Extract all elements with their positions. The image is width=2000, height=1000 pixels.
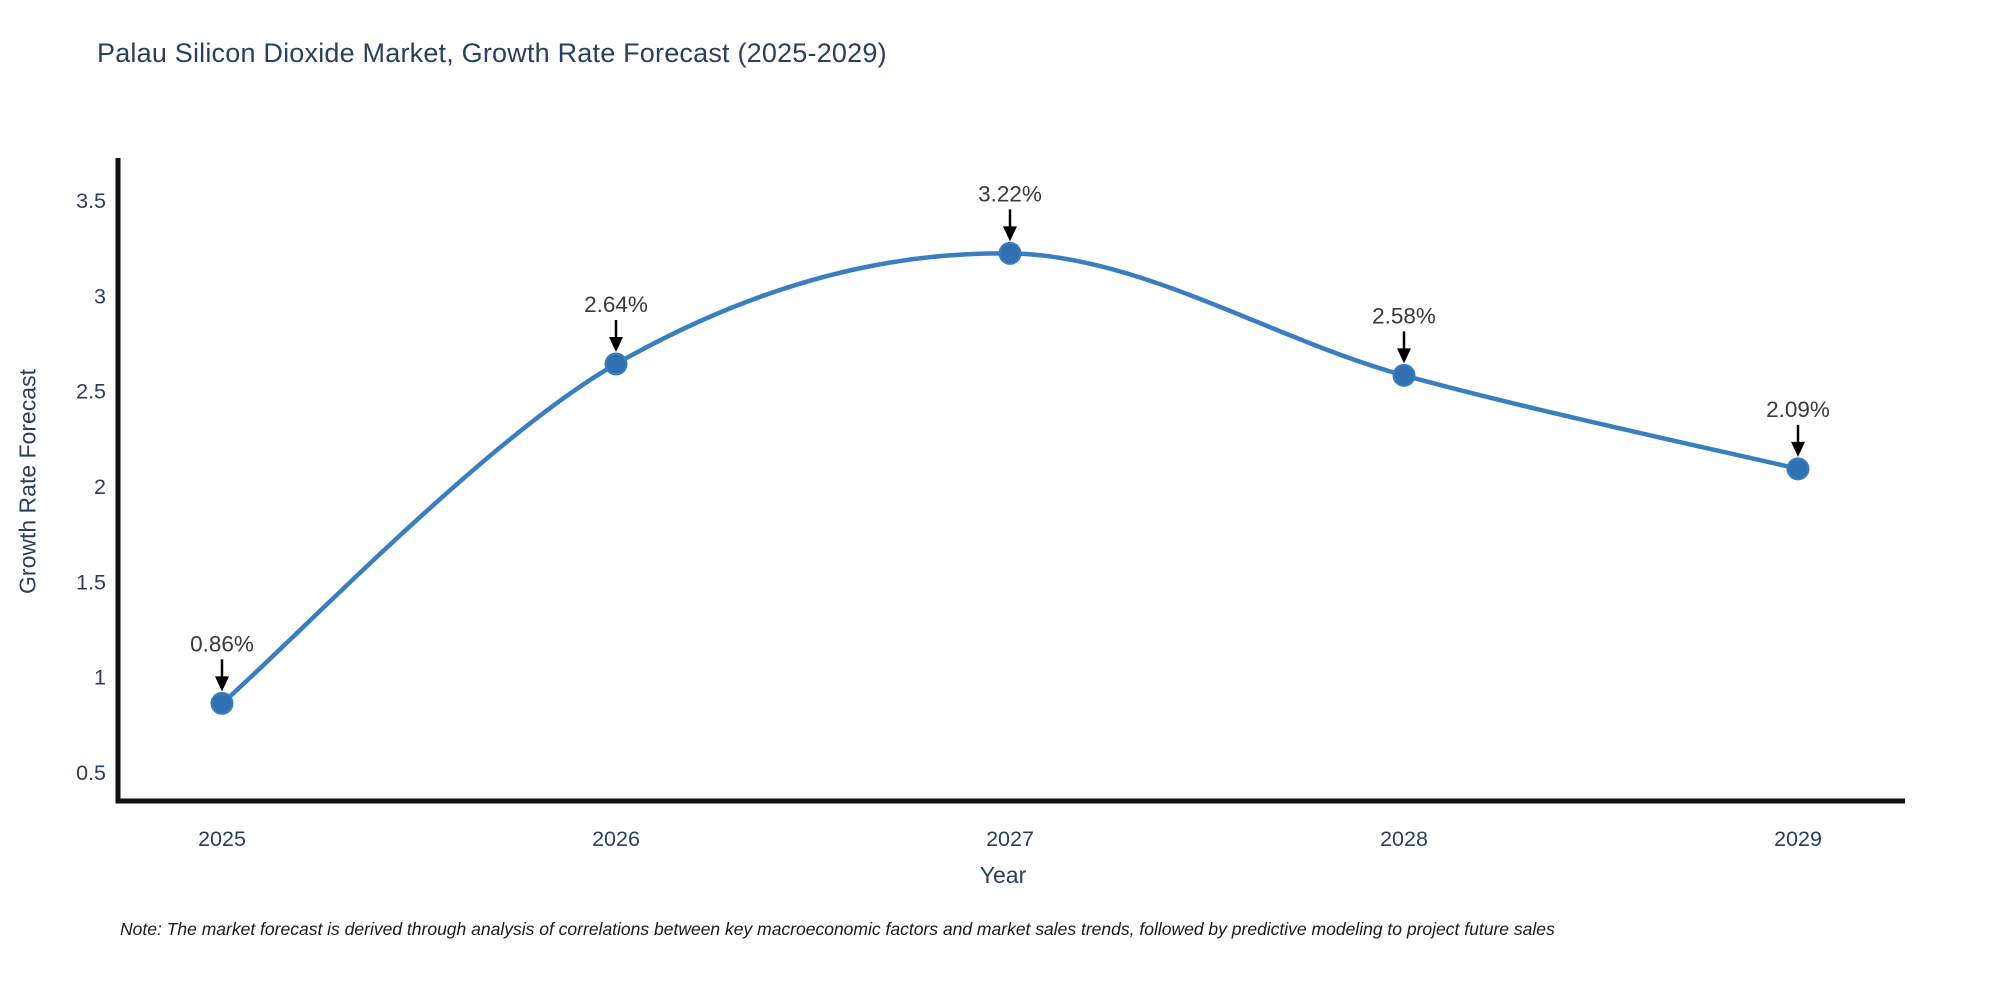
annotation-arrow-head [1397, 348, 1411, 364]
annotation-arrow-head [609, 336, 623, 352]
data-point-marker [1392, 363, 1416, 387]
footnote: Note: The market forecast is derived thr… [120, 919, 1555, 939]
x-tick-label: 2027 [986, 827, 1034, 851]
y-tick-label: 3 [94, 284, 106, 308]
data-point-label: 2.58% [1372, 303, 1436, 328]
y-tick-label: 2 [94, 475, 106, 499]
y-axis-title: Growth Rate Forecast [14, 369, 41, 594]
y-tick-label: 1 [94, 666, 106, 690]
data-point-label: 2.64% [584, 292, 648, 317]
data-point-label: 2.09% [1766, 397, 1830, 422]
data-point-label: 0.86% [190, 631, 254, 656]
annotation-arrow-head [1003, 226, 1017, 242]
y-tick-label: 3.5 [76, 189, 106, 213]
y-tick-label: 2.5 [76, 380, 106, 404]
data-point-marker [210, 691, 234, 715]
data-point-marker [1786, 457, 1810, 481]
data-point-marker [604, 352, 628, 376]
annotation-arrow-head [215, 676, 229, 692]
x-tick-label: 2028 [1380, 827, 1428, 851]
y-tick-label: 1.5 [76, 570, 106, 594]
chart-title: Palau Silicon Dioxide Market, Growth Rat… [97, 38, 887, 68]
data-point-marker [998, 241, 1022, 265]
forecast-line [219, 251, 1801, 706]
data-point-label: 3.22% [978, 181, 1042, 206]
annotation-arrow-head [1791, 441, 1805, 457]
x-tick-label: 2026 [592, 827, 640, 851]
x-axis-title: Year [979, 862, 1027, 888]
x-tick-label: 2025 [198, 827, 246, 851]
y-tick-label: 0.5 [76, 761, 106, 785]
x-tick-label: 2029 [1774, 827, 1822, 851]
